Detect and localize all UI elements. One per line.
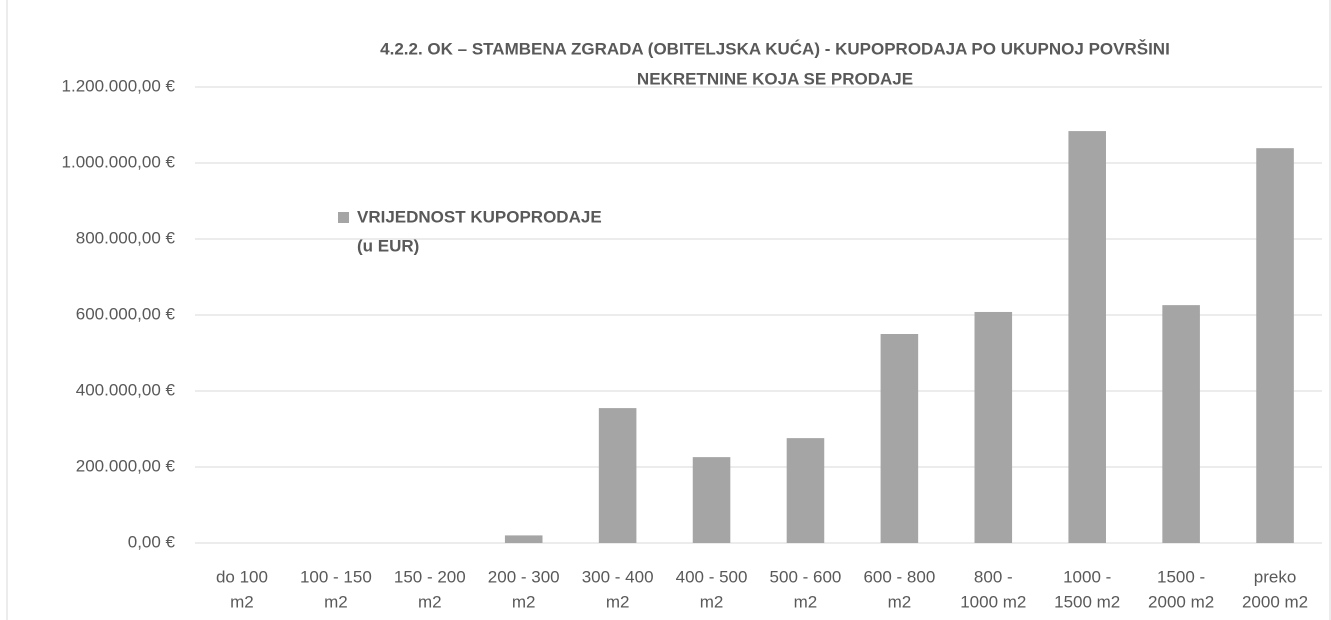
y-tick-label: 600.000,00 € — [76, 304, 176, 323]
bar — [1256, 148, 1294, 543]
x-tick-label: 2000 m2 — [1242, 592, 1308, 611]
x-tick-label: 800 - — [974, 567, 1013, 586]
y-tick-label: 0,00 € — [128, 532, 176, 551]
x-tick-label: m2 — [700, 592, 724, 611]
x-tick-label: m2 — [418, 592, 442, 611]
y-tick-label: 400.000,00 € — [76, 380, 176, 399]
bar — [786, 438, 825, 543]
bar — [1162, 305, 1200, 543]
x-tick-label: 1500 m2 — [1054, 592, 1120, 611]
x-tick-label: 1000 - — [1063, 567, 1111, 586]
bar — [692, 457, 731, 543]
x-tick-label: do 100 — [216, 567, 268, 586]
y-tick-label: 1.000.000,00 € — [62, 152, 176, 171]
x-tick-label: m2 — [888, 592, 912, 611]
y-tick-label: 800.000,00 € — [76, 228, 176, 247]
x-tick-label: m2 — [230, 592, 254, 611]
x-tick-label: 500 - 600 — [770, 567, 842, 586]
legend-label: (u EUR) — [357, 236, 419, 255]
bar — [880, 334, 919, 543]
x-tick-label: m2 — [794, 592, 818, 611]
bar — [1068, 131, 1106, 543]
x-tick-label: m2 — [512, 592, 536, 611]
chart-title: 4.2.2. OK – STAMBENA ZGRADA (OBITELJSKA … — [380, 39, 1170, 58]
chart-frame — [6, 0, 1331, 620]
y-tick-label: 1.200.000,00 € — [62, 76, 176, 95]
x-tick-label: 400 - 500 — [676, 567, 748, 586]
x-tick-label: 2000 m2 — [1148, 592, 1214, 611]
x-tick-label: 200 - 300 — [488, 567, 560, 586]
y-tick-label: 200.000,00 € — [76, 456, 176, 475]
x-tick-label: 300 - 400 — [582, 567, 654, 586]
x-tick-label: 1500 - — [1157, 567, 1205, 586]
bar — [974, 311, 1013, 543]
bar — [504, 535, 543, 543]
x-tick-label: 150 - 200 — [394, 567, 466, 586]
x-tick-label: 100 - 150 — [300, 567, 372, 586]
bar — [598, 408, 637, 543]
x-tick-label: m2 — [606, 592, 630, 611]
x-tick-label: m2 — [324, 592, 348, 611]
legend-label: VRIJEDNOST KUPOPRODAJE — [357, 207, 602, 226]
chart-title: NEKRETNINE KOJA SE PRODAJE — [637, 69, 913, 88]
legend-swatch — [338, 212, 349, 223]
x-tick-label: 600 - 800 — [863, 567, 935, 586]
x-tick-label: 1000 m2 — [960, 592, 1026, 611]
x-tick-label: preko — [1254, 567, 1297, 586]
